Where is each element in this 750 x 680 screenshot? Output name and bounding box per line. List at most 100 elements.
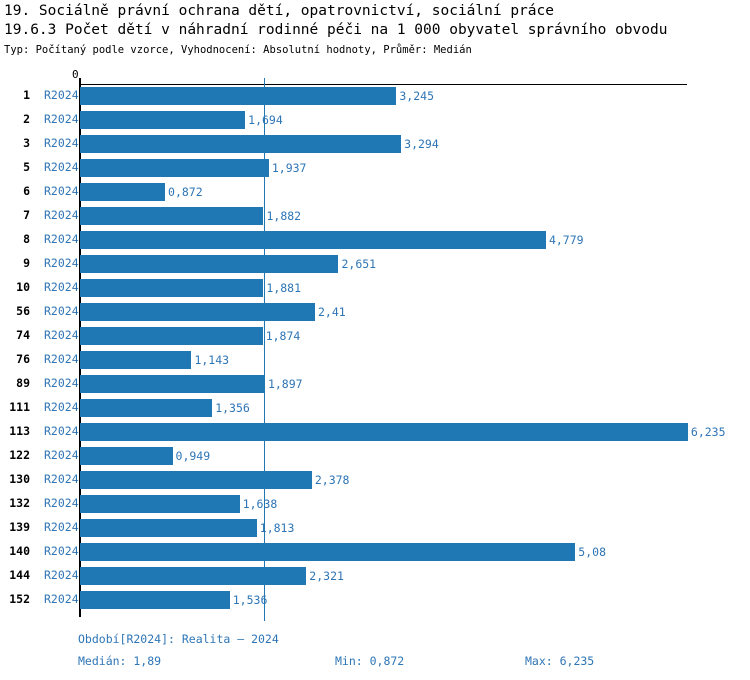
bar-row[interactable]: 111 R2024 1,356 [0,396,750,420]
bar-value-label: 2,378 [314,473,350,487]
row-period-label: R2024 [44,568,79,582]
row-index-label: 10 [16,280,30,294]
row-period-label: R2024 [44,256,79,270]
bar-container: 1,874 [80,327,750,345]
bar-value-label: 2,321 [309,569,344,583]
bar-value-label: 1,874 [265,329,301,343]
bar[interactable] [80,327,263,345]
bar-row[interactable]: 152 R2024 1,536 [0,588,750,612]
bar[interactable] [80,111,246,129]
bar[interactable] [80,399,213,417]
bar-value-label: 6,235 [690,425,726,439]
bar-row[interactable]: 122 R2024 0,949 [0,444,750,468]
bar-row[interactable]: 56 R2024 2,41 [0,300,750,324]
bar-container: 1,937 [80,159,750,177]
bar-container: 2,378 [80,471,750,489]
bar-container: 1,356 [80,399,750,417]
row-period-label: R2024 [44,448,79,462]
row-index-label: 1 [23,88,30,102]
bar[interactable] [80,591,230,609]
bar-container: 5,08 [80,543,750,561]
bar-container: 2,651 [80,255,750,273]
bar[interactable] [80,183,166,201]
row-period-label: R2024 [44,376,79,390]
bar[interactable] [80,375,265,393]
bar-row[interactable]: 139 R2024 1,813 [0,516,750,540]
bar-row[interactable]: 132 R2024 1,638 [0,492,750,516]
row-index-label: 76 [16,352,30,366]
bar-row[interactable]: 74 R2024 1,874 [0,324,750,348]
row-index-label: 152 [9,592,30,606]
x-axis-line [79,84,687,85]
bar[interactable] [80,159,269,177]
bar-row[interactable]: 3 R2024 3,294 [0,132,750,156]
row-period-label: R2024 [44,352,79,366]
bar[interactable] [80,423,688,441]
bar-container: 3,294 [80,135,750,153]
summary-stats: Medián: 1,89 Min: 0,872 Max: 6,235 [0,654,750,670]
bar-row[interactable]: 6 R2024 0,872 [0,180,750,204]
row-period-label: R2024 [44,88,79,102]
row-period-label: R2024 [44,472,79,486]
bar-value-label: 1,143 [194,353,230,367]
bar-row[interactable]: 7 R2024 1,882 [0,204,750,228]
bar-value-label: 4,779 [548,233,584,247]
bar-row[interactable]: 144 R2024 2,321 [0,564,750,588]
bar-row[interactable]: 2 R2024 1,694 [0,108,750,132]
row-index-label: 89 [16,376,30,390]
bar-value-label: 0,949 [175,449,211,463]
median-reference-line [264,78,266,621]
bar-row[interactable]: 5 R2024 1,937 [0,156,750,180]
row-index-label: 122 [9,448,30,462]
bar[interactable] [80,303,315,321]
plot-area: 0 1 R2024 3,245 2 R2024 1,694 3 R2024 3,294 5 R202… [0,69,750,621]
row-period-label: R2024 [44,160,79,174]
row-period-label: R2024 [44,496,79,510]
bar[interactable] [80,567,307,585]
bar-row[interactable]: 9 R2024 2,651 [0,252,750,276]
bar[interactable] [80,255,339,273]
bar-value-label: 1,356 [215,401,250,415]
row-period-label: R2024 [44,112,79,126]
bar[interactable] [80,543,576,561]
bar[interactable] [80,135,402,153]
bar-container: 4,779 [80,231,750,249]
bar[interactable] [80,351,192,369]
bar-container: 2,41 [80,303,750,321]
row-period-label: R2024 [44,424,79,438]
bar[interactable] [80,207,264,225]
row-period-label: R2024 [44,280,79,294]
row-index-label: 113 [9,424,30,438]
bar-value-label: 1,937 [271,161,307,175]
bar[interactable] [80,519,257,537]
bar-row[interactable]: 113 R2024 6,235 [0,420,750,444]
bar-row[interactable]: 140 R2024 5,08 [0,540,750,564]
bar[interactable] [80,231,546,249]
bar-row[interactable]: 8 R2024 4,779 [0,228,750,252]
bar-row[interactable]: 76 R2024 1,143 [0,348,750,372]
bar[interactable] [80,471,312,489]
bar-value-label: 1,694 [248,113,283,127]
bar[interactable] [80,447,173,465]
row-period-label: R2024 [44,208,79,222]
bar-container: 0,872 [80,183,750,201]
bar[interactable] [80,87,397,105]
row-period-label: R2024 [44,592,79,606]
stat-median: Medián: 1,89 [78,654,162,668]
row-period-label: R2024 [44,544,79,558]
bar[interactable] [80,495,240,513]
row-index-label: 8 [23,232,30,246]
bar-value-label: 3,294 [404,137,439,151]
row-index-label: 139 [9,520,30,534]
bar-value-label: 1,813 [259,521,295,535]
row-index-label: 74 [16,328,30,342]
stat-max: Max: 6,235 [525,654,595,668]
page-title: 19. Sociálně právní ochrana dětí, opatro… [4,3,554,19]
bar[interactable] [80,279,264,297]
row-index-label: 130 [9,472,30,486]
bar-row[interactable]: 130 R2024 2,378 [0,468,750,492]
bar-row[interactable]: 10 R2024 1,881 [0,276,750,300]
bar-row[interactable]: 89 R2024 1,897 [0,372,750,396]
bar-container: 1,881 [80,279,750,297]
bar-row[interactable]: 1 R2024 3,245 [0,84,750,108]
